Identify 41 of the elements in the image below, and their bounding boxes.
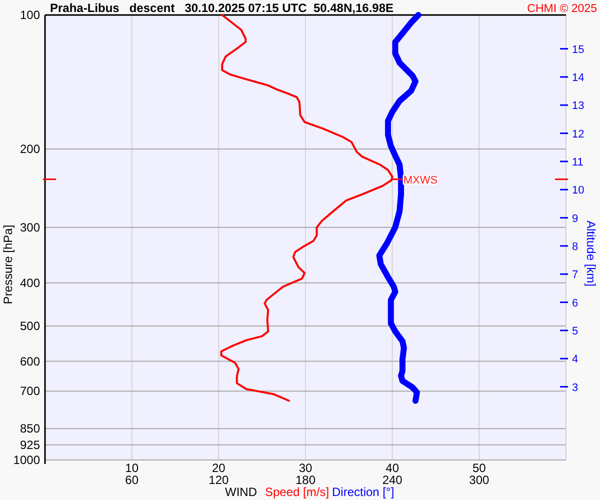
text: Direction [°] — [332, 485, 394, 499]
text: Speed [m/s] — [265, 485, 330, 499]
x-tick-label: 30 — [298, 461, 312, 475]
y2-tick-label: 6 — [572, 297, 578, 310]
y-tick-label: 200 — [20, 142, 40, 156]
y2-tick-label: 4 — [572, 354, 578, 366]
x2-tick-label: 60 — [125, 473, 139, 487]
x-tick-label: 40 — [386, 461, 400, 475]
y-tick-label: 600 — [20, 354, 40, 368]
y2-tick-label: 11 — [572, 156, 584, 168]
x-tick-label: 50 — [472, 461, 486, 475]
y-tick-label: 850 — [20, 422, 40, 436]
y-tick-label: 400 — [20, 276, 40, 290]
x-axis-title: WIND — [225, 485, 258, 499]
y2-tick-label: 12 — [572, 128, 584, 140]
x2-tick-label: 120 — [208, 473, 229, 487]
y-tick-label: 500 — [20, 319, 40, 334]
y2-axis-title: Altitude [km] — [584, 220, 598, 287]
y2-tick-label: 3 — [572, 382, 578, 394]
y2-tick-label: 14 — [572, 72, 584, 84]
annotation: MXWS — [403, 174, 438, 186]
chart-title: Praha-Libus descent 30.10.2025 07:15 UTC 50.48N,16.98E — [50, 1, 394, 15]
y2-tick-label: 7 — [572, 269, 578, 282]
y-tick-label: 300 — [20, 220, 40, 234]
x2-tick-label: 300 — [469, 473, 490, 487]
y2-tick-label: 10 — [572, 184, 584, 197]
x2-tick-label: 240 — [382, 473, 403, 487]
y2-tick-label: 13 — [572, 100, 584, 112]
y2-tick-label: 15 — [572, 44, 584, 56]
y-tick-label: 100 — [20, 8, 40, 22]
y2-tick-label: 8 — [572, 240, 578, 253]
y2-tick-label: 5 — [572, 325, 578, 338]
y-tick-label: 700 — [20, 384, 40, 398]
y2-tick-label: 9 — [572, 212, 578, 225]
x-tick-label: 10 — [125, 461, 139, 475]
x2-tick-label: 180 — [295, 473, 316, 487]
y-tick-label: 925 — [20, 438, 40, 452]
y-axis-title: Pressure [hPa] — [1, 224, 15, 304]
text: CHMI © 2025 — [527, 3, 597, 15]
y-tick-label: 1000 — [13, 453, 40, 467]
x-tick-label: 20 — [212, 461, 226, 475]
